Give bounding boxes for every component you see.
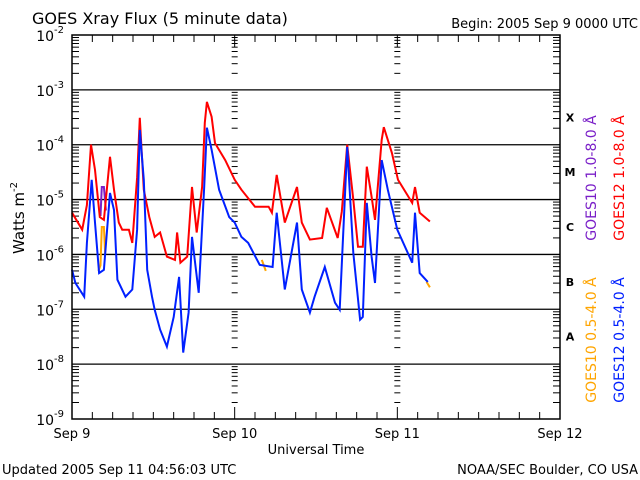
grid: [72, 89, 560, 365]
y-tick-label: 10-4: [36, 135, 64, 155]
y-tick-exp: -5: [54, 190, 64, 201]
legend: GOES10 1.0-8.0 Å GOES12 1.0-8.0 Å GOES10 0…: [583, 115, 628, 403]
y-tick-exp: -9: [54, 409, 64, 420]
legend-entry: GOES10 1.0-8.0 Å: [583, 115, 600, 241]
y-tick-label: 10-5: [36, 190, 64, 210]
flare-class-label: C: [566, 221, 574, 234]
y-tick-base: 10: [36, 29, 54, 45]
flare-class-label: X: [566, 111, 575, 124]
legend-entry: GOES12 0.5-4.0 Å: [611, 277, 628, 403]
y-tick-base: 10: [36, 303, 54, 319]
series-line-segment: [97, 226, 107, 272]
x-tick-label: Sep 12: [537, 427, 582, 442]
y-tick-base: 10: [36, 139, 54, 155]
legend-entry: GOES12 1.0-8.0 Å: [611, 115, 628, 241]
y-tick-exp: -4: [54, 135, 64, 146]
plot-frame: [71, 34, 561, 420]
series-line: [71, 101, 431, 265]
y-axis-label: Watts m-2: [9, 182, 28, 254]
flare-class-label: A: [566, 331, 575, 344]
y-tick-label: 10-8: [36, 354, 64, 374]
y-axis-label-text: Watts m: [10, 192, 28, 254]
y-tick-base: 10: [36, 84, 54, 100]
legend-entry: GOES10 0.5-4.0 Å: [583, 277, 600, 403]
footer-updated: Updated 2005 Sep 11 04:56:03 UTC: [2, 463, 236, 478]
y-axis-label-exp: -2: [9, 182, 20, 192]
y-tick-base: 10: [36, 248, 54, 264]
footer-source: NOAA/SEC Boulder, CO USA: [457, 463, 638, 478]
y-tick-base: 10: [36, 358, 54, 374]
y-tick-exp: -8: [54, 354, 64, 365]
y-tick-label: 10-7: [36, 299, 64, 319]
series-line-segment: [425, 281, 431, 288]
y-tick-exp: -7: [54, 299, 64, 310]
chart-title: GOES Xray Flux (5 minute data): [32, 9, 288, 28]
flare-class-label: M: [565, 166, 576, 179]
y-tick-exp: -6: [54, 244, 64, 255]
series-lines: [71, 101, 431, 353]
x-tick-label: Sep 11: [375, 427, 420, 442]
y-tick-label: 10-3: [36, 80, 64, 100]
y-tick-exp: -3: [54, 80, 64, 91]
y-tick-base: 10: [36, 194, 54, 210]
series-line-segment: [99, 186, 107, 217]
flare-class-label: B: [566, 276, 574, 289]
x-axis-label: Universal Time: [268, 443, 365, 458]
y-tick-label: 10-6: [36, 244, 64, 264]
begin-label: Begin: 2005 Sep 9 0000 UTC: [451, 17, 638, 32]
y-tick-base: 10: [36, 413, 54, 429]
x-tick-label: Sep 10: [212, 427, 257, 442]
y-tick-exp: -2: [54, 25, 64, 36]
tick-labels: Sep 9 Sep 10 Sep 11 Sep 1210-210-310-410-51…: [36, 25, 582, 442]
y-tick-label: 10-2: [36, 25, 64, 45]
y-tick-label: 10-9: [36, 409, 64, 429]
x-tick-label: Sep 9: [54, 427, 91, 442]
series-line: [71, 127, 429, 353]
